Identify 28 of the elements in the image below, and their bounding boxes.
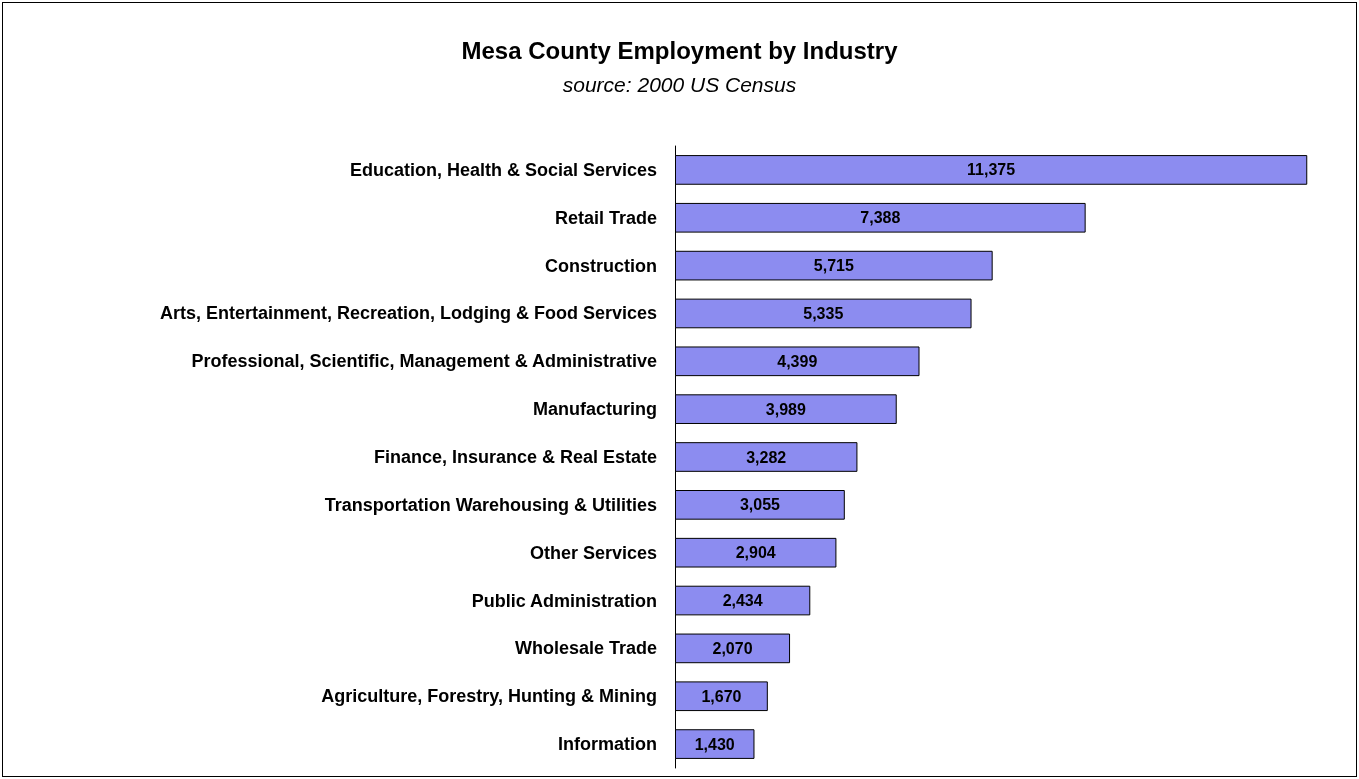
data-label: 3,055 (739, 496, 781, 514)
y-tick-label: Arts, Entertainment, Recreation, Lodging & Food Services (159, 303, 657, 324)
data-label: 1,430 (694, 735, 735, 753)
data-label: 2,434 (722, 592, 763, 610)
data-label: 7,388 (860, 209, 901, 227)
y-tick-label: Public Administration (471, 590, 657, 611)
y-tick-label: Retail Trade (554, 207, 657, 228)
data-label: 1,670 (701, 687, 742, 705)
y-tick-label: Finance, Insurance & Real Estate (373, 447, 657, 467)
y-tick-label: Manufacturing (533, 399, 657, 420)
data-label: 4,399 (777, 352, 818, 370)
chart-subtitle: source: 2000 US Census (562, 73, 797, 96)
data-label: 3,989 (765, 400, 806, 418)
y-tick-label: Construction (545, 255, 657, 276)
data-label: 11,375 (967, 161, 1016, 179)
y-tick-label: Education, Health & Social Services (349, 159, 657, 180)
data-label: 5,715 (813, 257, 854, 275)
data-label: 3,282 (746, 448, 787, 466)
data-label: 2,070 (712, 639, 753, 657)
chart-title: Mesa County Employment by Industry (461, 36, 899, 64)
y-tick-label: Agriculture, Forestry, Hunting & Mining (321, 686, 657, 707)
data-label: 2,904 (735, 544, 776, 562)
data-label: 5,335 (803, 304, 844, 322)
y-tick-label: Information (558, 734, 657, 755)
y-tick-label: Other Services (529, 542, 657, 563)
y-tick-label: Professional, Scientific, Management & Administrative (191, 351, 657, 372)
y-tick-label: Transportation Warehousing & Utilities (324, 494, 657, 515)
y-tick-label: Wholesale Trade (514, 638, 657, 659)
